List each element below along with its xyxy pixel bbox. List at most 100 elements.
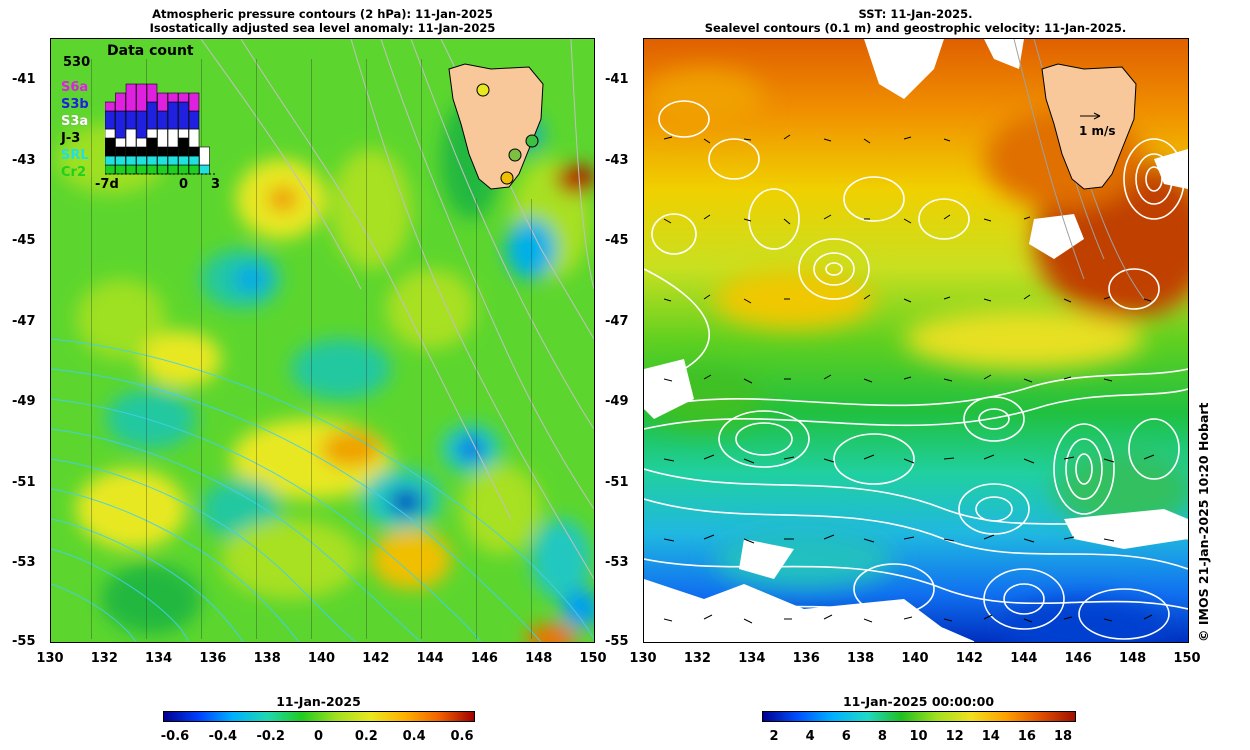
left-title-line2: Isostatically adjusted sea level anomaly… xyxy=(149,21,496,35)
histogram-bar-segment xyxy=(167,101,179,130)
tide-gauge-marker xyxy=(476,83,490,97)
lat-tick-label: -47 xyxy=(12,313,36,329)
tasmania-land xyxy=(1041,63,1137,190)
histogram-bar-segment xyxy=(136,137,147,148)
lon-tick-label: 130 xyxy=(36,651,64,666)
histogram-bar-segment xyxy=(105,128,116,139)
histogram-bar-segment xyxy=(157,92,168,112)
histogram-bar-segment xyxy=(115,155,126,166)
colorbar-tick-label: 2 xyxy=(769,729,779,744)
histogram-bar-segment xyxy=(105,155,116,166)
histogram-bar-segment xyxy=(136,146,147,157)
lon-tick-label: 150 xyxy=(579,651,607,666)
lat-tick-label: -45 xyxy=(605,233,629,248)
histogram-bar-segment xyxy=(136,164,147,175)
histogram-bar-segment xyxy=(157,128,168,148)
histogram-bar-segment xyxy=(167,128,179,148)
colorbar-tick-label: 14 xyxy=(981,729,1000,744)
altimeter-track-dots xyxy=(91,59,532,639)
histogram-bar-segment xyxy=(188,155,200,166)
colorbar-tick-label: 6 xyxy=(841,729,851,744)
satellite-legend-item: S3b xyxy=(61,97,89,112)
histogram-bar-segment xyxy=(167,164,179,175)
lat-tick-label: -43 xyxy=(605,152,629,168)
sla-colorbar xyxy=(163,711,475,722)
sst-map xyxy=(644,39,1188,642)
histogram-bar-segment xyxy=(115,110,126,139)
histogram-bar-segment xyxy=(178,128,189,139)
lon-tick-label: 130 xyxy=(629,651,657,666)
sst-colorbar xyxy=(762,711,1076,722)
lon-tick-label: 132 xyxy=(683,651,711,666)
tide-gauge-marker xyxy=(525,134,539,148)
sst-map-panel[interactable]: 1 m/s xyxy=(643,38,1189,643)
lon-tick-label: 132 xyxy=(90,651,118,666)
histogram-bar-segment xyxy=(167,92,179,103)
lat-tick-label: -49 xyxy=(12,394,36,409)
colorbar-tick-label: 8 xyxy=(877,729,887,744)
histogram-bar-segment xyxy=(105,110,116,130)
inset-tick-mid: 0 xyxy=(179,177,189,192)
lat-tick-label: -51 xyxy=(605,474,629,490)
lon-tick-label: 142 xyxy=(362,651,390,666)
inset-max-count: 530 xyxy=(63,55,91,70)
satellite-legend-item: S3a xyxy=(61,114,89,129)
lon-tick-label: 138 xyxy=(847,651,875,666)
colorbar-tick-label: 10 xyxy=(909,729,928,744)
lon-tick-label: 140 xyxy=(307,651,336,666)
histogram-bar-segment xyxy=(125,146,137,157)
colorbar-tick-label: 0.6 xyxy=(450,729,474,744)
satellite-legend-item: S6a xyxy=(61,80,89,95)
histogram-bar-segment xyxy=(188,128,200,148)
lon-tick-label: 134 xyxy=(145,651,173,666)
lat-tick-label: -41 xyxy=(12,72,36,87)
histogram-bar-segment xyxy=(125,164,137,175)
lon-tick-label: 150 xyxy=(1173,651,1201,666)
histogram-bar-segment xyxy=(167,146,179,157)
histogram-bar-segment xyxy=(188,92,200,112)
sealevel-contours xyxy=(644,100,1188,642)
lat-tick-label: -53 xyxy=(605,555,629,570)
pressure-contours-cyan xyxy=(51,338,594,642)
histogram-bar-segment xyxy=(178,137,189,157)
lat-tick-label: -41 xyxy=(605,72,629,87)
histogram-bar-segment xyxy=(188,146,200,157)
lon-tick-label: 148 xyxy=(1119,651,1147,666)
left-title-line1: Atmospheric pressure contours (2 hPa): 1… xyxy=(152,7,493,21)
histogram-bar-segment xyxy=(125,110,137,130)
data-count-inset: Data count 530 S6a S3b S3a J-3 SRL Cr2 -7d 0 … xyxy=(53,41,223,192)
left-panel-title: Atmospheric pressure contours (2 hPa): 1… xyxy=(50,7,595,35)
lat-tick-label: -47 xyxy=(605,313,629,329)
lat-tick-label: -55 xyxy=(605,634,629,649)
lon-tick-label: 134 xyxy=(738,651,766,666)
histogram-bar-segment xyxy=(178,92,189,103)
histogram-bar-segment xyxy=(146,137,158,157)
histogram-bar-segment xyxy=(178,164,189,175)
histogram-bar-segment xyxy=(167,155,179,166)
tide-gauge-marker xyxy=(508,148,522,162)
satellite-legend: S6a S3b S3a J-3 SRL Cr2 xyxy=(61,79,89,181)
lon-tick-label: 136 xyxy=(792,651,820,666)
histogram-bar-segment xyxy=(136,155,147,166)
sst-field xyxy=(644,69,1188,642)
histogram-bar-segment xyxy=(157,110,168,130)
colorbar-tick-label: 18 xyxy=(1053,729,1073,744)
velocity-scale-arrow xyxy=(1080,112,1101,120)
colorbar-tick-label: 0 xyxy=(313,729,324,744)
lon-tick-label: 142 xyxy=(955,651,983,666)
histogram-bar-segment xyxy=(188,110,200,130)
sla-colorbar-title: 11-Jan-2025 xyxy=(276,694,361,709)
right-panel-title: SST: 11-Jan-2025. Sealevel contours (0.1… xyxy=(643,7,1188,35)
histogram-bar-segment xyxy=(125,128,137,148)
histogram-bar-segment xyxy=(105,101,116,112)
satellite-legend-item: J-3 xyxy=(61,131,81,146)
inset-tick-right: 3 xyxy=(211,177,221,192)
histogram-bar-segment xyxy=(115,146,126,157)
histogram-bar-segment xyxy=(136,110,147,139)
copyright-text: © IMOS 21-Jan-2025 10:20 Hobart xyxy=(1196,402,1211,642)
histogram-bar-segment xyxy=(199,146,210,166)
colorbar-tick-label: 0.4 xyxy=(402,729,426,744)
histogram-bar-segment xyxy=(157,155,168,166)
sla-map-panel[interactable]: Data count 530 S6a S3b S3a J-3 SRL Cr2 -7d 0 … xyxy=(50,38,595,643)
sst-colorbar-title: 11-Jan-2025 00:00:00 xyxy=(842,694,995,709)
